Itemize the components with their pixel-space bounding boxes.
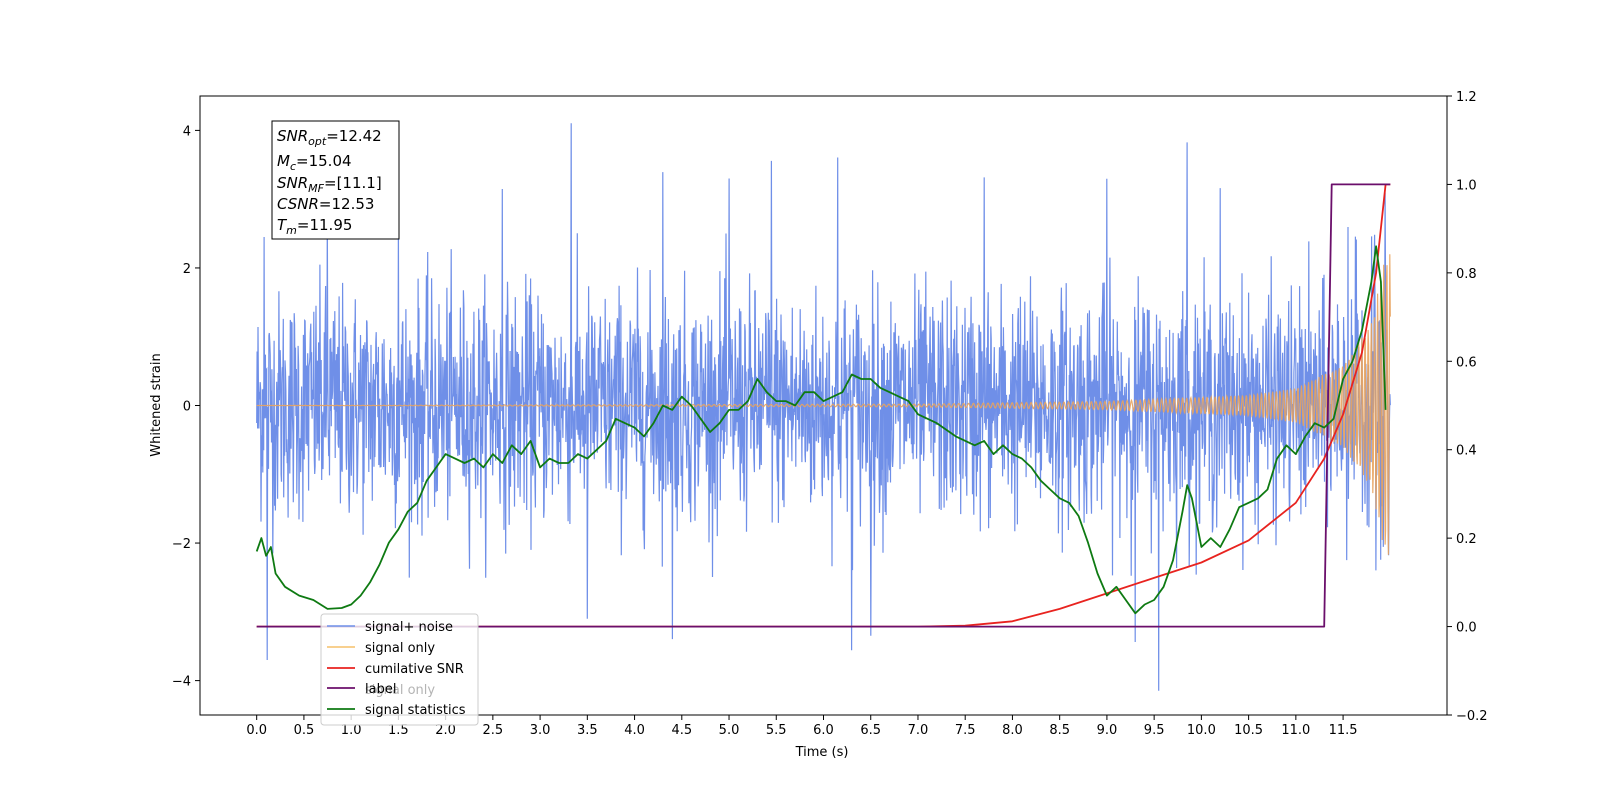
x-tick-label: 4.0 [624, 723, 645, 738]
legend-label-signal: signal only [365, 641, 435, 656]
x-tick-label: 8.5 [1049, 723, 1070, 738]
x-tick-label: 11.0 [1281, 723, 1310, 738]
x-tick-label: 9.5 [1144, 723, 1165, 738]
legend: signal+ noise signal only cumilative SNR… [320, 613, 479, 726]
x-tick-label: 6.0 [813, 723, 834, 738]
info-snr-opt: SNRopt=12.42 [277, 127, 382, 148]
x-tick-label: 0.5 [294, 723, 315, 738]
label-line [256, 183, 1391, 628]
x-tick-label: 11.5 [1329, 723, 1358, 738]
signal-line [256, 254, 1391, 555]
info-mc: Mc=15.04 [277, 152, 352, 173]
x-tick-label: 0.0 [246, 723, 267, 738]
legend-ghost-text: signal only [365, 683, 435, 698]
y2-tick-label: 0.0 [1456, 621, 1477, 636]
legend-label-stats: signal statistics [365, 703, 466, 718]
legend-label-label: label [365, 682, 396, 697]
x-tick-label: 3.0 [530, 723, 551, 738]
x-tick-label: 10.0 [1187, 723, 1216, 738]
x-tick-label: 2.5 [483, 723, 504, 738]
y2-axis: −0.2 0.0 0.2 0.4 0.6 0.8 1.0 1.2 [1447, 90, 1488, 724]
y-tick-label: 4 [183, 124, 191, 139]
x-tick-label: 2.0 [435, 723, 456, 738]
noise-line [256, 123, 1391, 691]
y-axis: −4 −2 0 2 4 [172, 124, 200, 690]
x-tick-label: 6.5 [860, 723, 881, 738]
y-tick-label: −2 [172, 537, 191, 552]
x-axis: 0.0 0.5 1.0 1.5 2.0 2.5 3.0 3.5 4.0 4.5 5.0 5.5 6.0 6… [246, 715, 1358, 738]
info-snr-mf: SNRMF=[11.1] [277, 174, 382, 195]
y-axis-label: Whitened strain [149, 353, 164, 456]
x-axis-label: Time (s) [795, 745, 849, 760]
y2-tick-label: 1.2 [1456, 90, 1477, 105]
y2-tick-label: 1.0 [1456, 178, 1477, 193]
y-tick-label: −4 [172, 675, 191, 690]
y2-tick-label: 0.2 [1456, 532, 1477, 547]
legend-label-csnr: cumilative SNR [365, 662, 464, 677]
info-tm: Tm=11.95 [277, 216, 352, 237]
x-tick-label: 7.5 [955, 723, 976, 738]
x-tick-label: 8.0 [1002, 723, 1023, 738]
legend-label-noise: signal+ noise [365, 620, 453, 635]
x-tick-label: 4.5 [671, 723, 692, 738]
info-box: SNRopt=12.42 Mc=15.04 SNRMF=[11.1] CSNR=… [271, 120, 400, 240]
y2-tick-label: 0.4 [1456, 444, 1477, 459]
x-tick-label: 7.0 [908, 723, 929, 738]
y2-tick-label: 0.8 [1456, 267, 1477, 282]
y-tick-label: 0 [183, 400, 191, 415]
y-tick-label: 2 [183, 262, 191, 277]
signal-series [256, 254, 1391, 555]
x-tick-label: 9.0 [1097, 723, 1118, 738]
y2-tick-label: −0.2 [1456, 709, 1488, 724]
x-tick-label: 5.5 [766, 723, 787, 738]
right-axis-series [255, 183, 1391, 628]
x-tick-label: 5.0 [719, 723, 740, 738]
x-tick-label: 10.5 [1234, 723, 1263, 738]
cumilative-snr-line [256, 183, 1391, 628]
x-tick-label: 1.5 [388, 723, 409, 738]
x-tick-label: 3.5 [577, 723, 598, 738]
x-tick-label: 1.0 [341, 723, 362, 738]
y2-tick-label: 0.6 [1456, 355, 1477, 370]
info-csnr: CSNR=12.53 [277, 195, 374, 213]
noise-series [256, 123, 1391, 691]
signal-statistics-line [255, 245, 1387, 615]
